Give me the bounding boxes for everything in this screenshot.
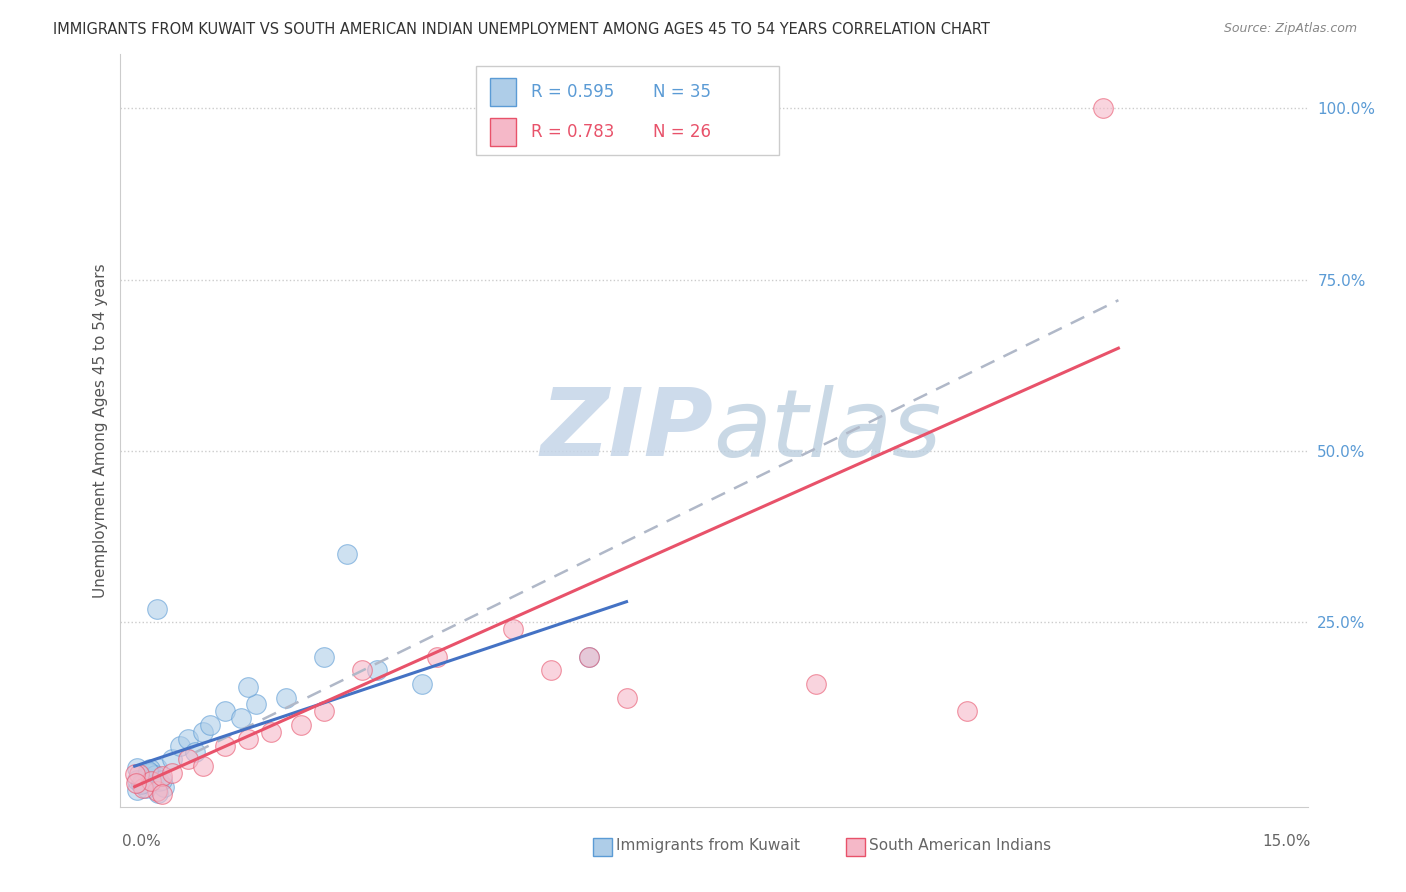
- Point: [426, 649, 449, 664]
- Point: [132, 772, 155, 787]
- Point: [153, 780, 176, 795]
- Text: R = 0.595: R = 0.595: [530, 83, 614, 101]
- Point: [131, 780, 153, 795]
- Point: [148, 773, 170, 788]
- Text: N = 26: N = 26: [652, 123, 711, 141]
- Point: [136, 770, 159, 784]
- Point: [128, 767, 150, 781]
- Point: [125, 773, 148, 788]
- Text: atlas: atlas: [713, 384, 942, 476]
- Text: South American Indians: South American Indians: [869, 838, 1052, 853]
- Point: [616, 690, 638, 705]
- Point: [139, 766, 162, 780]
- Point: [214, 704, 236, 718]
- Point: [145, 760, 167, 774]
- Point: [143, 768, 166, 782]
- Point: [125, 783, 148, 797]
- Text: Source: ZipAtlas.com: Source: ZipAtlas.com: [1223, 22, 1357, 36]
- Point: [139, 772, 162, 786]
- Point: [335, 547, 357, 561]
- Point: [148, 786, 170, 800]
- Point: [411, 677, 433, 691]
- Point: [236, 681, 259, 695]
- Point: [312, 704, 335, 718]
- Point: [956, 704, 979, 718]
- Point: [804, 677, 827, 691]
- Point: [540, 663, 562, 677]
- Point: [129, 776, 152, 790]
- Y-axis label: Unemployment Among Ages 45 to 54 years: Unemployment Among Ages 45 to 54 years: [93, 263, 108, 598]
- Point: [229, 711, 252, 725]
- Point: [214, 739, 236, 753]
- Bar: [491, 118, 516, 146]
- Point: [274, 690, 297, 705]
- Point: [136, 764, 159, 778]
- Bar: [491, 78, 516, 106]
- Point: [578, 649, 600, 664]
- Point: [150, 787, 173, 801]
- Text: 0.0%: 0.0%: [122, 834, 162, 848]
- Point: [124, 776, 146, 790]
- Point: [135, 780, 157, 795]
- Point: [139, 762, 162, 776]
- Point: [176, 731, 198, 746]
- Point: [200, 718, 222, 732]
- Point: [146, 783, 169, 797]
- Point: [236, 731, 259, 746]
- Point: [502, 622, 524, 636]
- Point: [150, 773, 173, 788]
- Point: [132, 776, 155, 790]
- Point: [191, 759, 214, 773]
- Point: [290, 718, 312, 732]
- Text: Immigrants from Kuwait: Immigrants from Kuwait: [616, 838, 800, 853]
- Point: [162, 752, 184, 766]
- Point: [152, 769, 174, 783]
- Point: [245, 698, 267, 712]
- Bar: [593, 838, 612, 856]
- Text: N = 35: N = 35: [652, 83, 711, 101]
- Bar: [846, 838, 865, 856]
- Point: [1092, 101, 1115, 115]
- Point: [124, 767, 146, 781]
- Point: [169, 739, 191, 753]
- Point: [350, 663, 373, 677]
- FancyBboxPatch shape: [475, 66, 779, 155]
- Text: R = 0.783: R = 0.783: [530, 123, 614, 141]
- Text: 15.0%: 15.0%: [1263, 834, 1310, 848]
- Point: [184, 746, 207, 760]
- Point: [162, 766, 184, 780]
- Point: [578, 649, 600, 664]
- Point: [366, 663, 388, 677]
- Point: [191, 724, 214, 739]
- Point: [312, 649, 335, 664]
- Point: [260, 724, 283, 739]
- Point: [146, 601, 169, 615]
- Point: [125, 761, 148, 775]
- Text: ZIP: ZIP: [541, 384, 713, 476]
- Point: [139, 774, 162, 789]
- Text: IMMIGRANTS FROM KUWAIT VS SOUTH AMERICAN INDIAN UNEMPLOYMENT AMONG AGES 45 TO 54: IMMIGRANTS FROM KUWAIT VS SOUTH AMERICAN…: [53, 22, 990, 37]
- Point: [176, 752, 198, 766]
